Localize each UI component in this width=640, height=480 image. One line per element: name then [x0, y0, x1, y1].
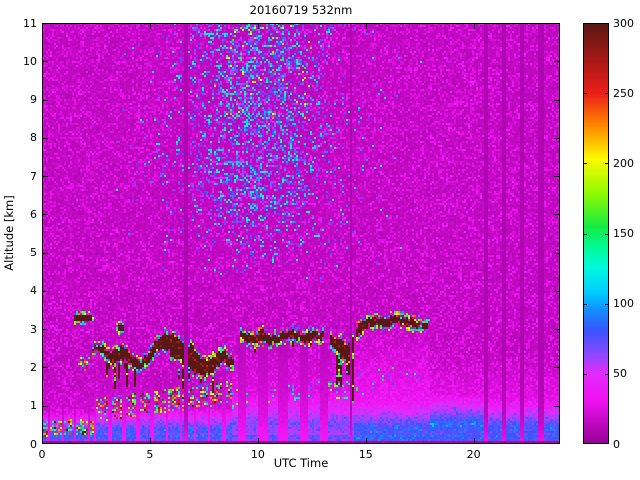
y-tick-label: 6: [30, 207, 37, 221]
y-tick-label: 4: [30, 284, 37, 298]
y-tick-label: 8: [30, 131, 37, 145]
x-tick-label: 0: [38, 448, 46, 461]
colorbar: [583, 23, 609, 444]
colorbar-tick-label: 150: [613, 227, 634, 240]
colorbar-tick-label: 100: [613, 297, 634, 311]
y-tick-label: 2: [30, 360, 37, 374]
y-tick-label: 1: [30, 399, 37, 413]
y-tick-label: 10: [23, 54, 37, 68]
x-axis-label: UTC Time: [273, 456, 329, 470]
y-tick-label: 5: [30, 246, 37, 260]
heatmap-plot: [42, 23, 560, 444]
colorbar-tick-label: 250: [613, 86, 634, 100]
y-tick-label: 0: [30, 437, 37, 451]
y-tick-label: 3: [30, 322, 37, 336]
y-tick-label: 9: [30, 93, 37, 107]
x-tick-label: 5: [146, 448, 154, 461]
y-tick-label: 7: [30, 169, 37, 183]
y-axis-label: Altitude [km]: [2, 195, 16, 271]
colorbar-tick-label: 200: [613, 156, 634, 170]
chart-title: 20160719 532nm: [249, 3, 353, 17]
y-tick-label: 11: [23, 16, 37, 30]
colorbar-tick-label: 300: [613, 16, 634, 30]
colorbar-tick-label: 50: [613, 367, 627, 381]
x-tick-label: 15: [358, 448, 373, 461]
x-tick-label: 20: [466, 448, 481, 461]
colorbar-tick-label: 0: [613, 437, 620, 451]
x-tick-label: 10: [250, 448, 265, 461]
